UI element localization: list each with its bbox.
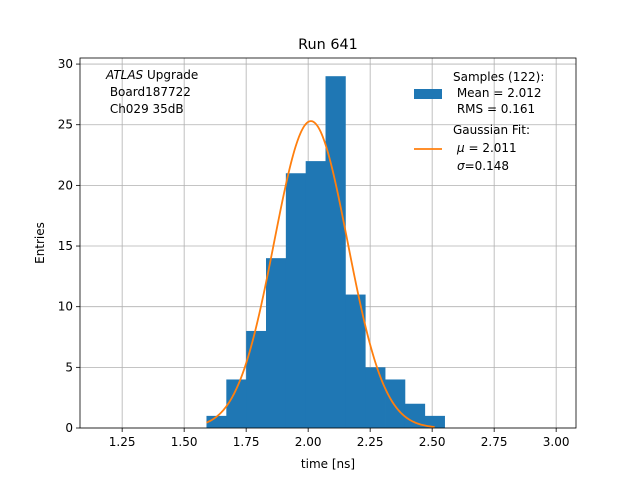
histogram-bar (385, 379, 406, 428)
histogram-bar (365, 367, 386, 428)
chart-title: Run 641 (298, 37, 358, 53)
annotation-atlas: ATLAS (105, 68, 144, 82)
histogram-bar (246, 330, 267, 428)
plot-frame (79, 57, 577, 429)
annotation-line-2: Board187722 (106, 85, 191, 99)
x-tick-label: 1.75 (233, 435, 260, 449)
atlas-annotation: ATLAS Upgrade Board187722 Ch029 35dB (105, 68, 198, 116)
y-axis-label: Entries (33, 222, 47, 264)
gaussian-fit-curve (206, 120, 435, 428)
histogram-bar (305, 161, 326, 429)
legend-histogram-line-1: Samples (122): (453, 70, 544, 84)
y-tick-label: 30 (58, 57, 73, 71)
x-axis-label: time [ns] (301, 457, 355, 471)
y-axis-ticks: 0 5 10 15 20 25 30 (58, 57, 80, 435)
x-tick-label: 1.25 (109, 435, 136, 449)
legend-histogram-line-3: RMS = 0.161 (453, 102, 535, 116)
y-tick-label: 25 (58, 118, 73, 132)
histogram-bar (266, 258, 287, 428)
y-tick-label: 5 (65, 360, 73, 374)
x-tick-label: 1.50 (171, 435, 198, 449)
legend-histogram-line-2: Mean = 2.012 (453, 86, 542, 100)
x-tick-label: 2.75 (481, 435, 508, 449)
y-tick-label: 10 (58, 300, 73, 314)
legend-fit-line-2: μ = 2.011 (456, 141, 517, 155)
histogram-bar (206, 415, 227, 428)
x-tick-label: 2.25 (357, 435, 384, 449)
legend-fit-line-3: σ=0.148 (457, 159, 509, 173)
histogram-bar (345, 294, 366, 428)
y-tick-label: 20 (58, 178, 73, 192)
legend: Samples (122): Mean = 2.012 RMS = 0.161 … (414, 70, 544, 173)
x-axis-ticks: 1.25 1.50 1.75 2.00 2.25 2.50 2.75 3.00 (109, 428, 570, 449)
annotation-upgrade: Upgrade (143, 68, 198, 82)
histogram-bar (424, 415, 445, 428)
histogram-bar (404, 403, 426, 428)
histogram-bars (206, 76, 445, 429)
legend-mu-symbol: μ (456, 141, 465, 155)
legend-fit-line-1: Gaussian Fit: (453, 123, 530, 137)
gaussian-fit (206, 120, 435, 428)
legend-histogram-swatch (414, 89, 442, 99)
y-tick-label: 0 (65, 421, 73, 435)
histogram-bar (325, 76, 346, 429)
legend-mu-value: = 2.011 (465, 141, 517, 155)
legend-sigma-value: =0.148 (465, 159, 509, 173)
annotation-line-1: ATLAS Upgrade (105, 68, 198, 82)
x-tick-label: 2.00 (295, 435, 322, 449)
histogram-bar (285, 173, 307, 428)
annotation-line-3: Ch029 35dB (106, 102, 184, 116)
histogram-bar (226, 379, 247, 428)
x-tick-label: 3.00 (543, 435, 570, 449)
legend-sigma-symbol: σ (457, 159, 465, 173)
x-tick-label: 2.50 (419, 435, 446, 449)
y-tick-label: 15 (58, 239, 73, 253)
